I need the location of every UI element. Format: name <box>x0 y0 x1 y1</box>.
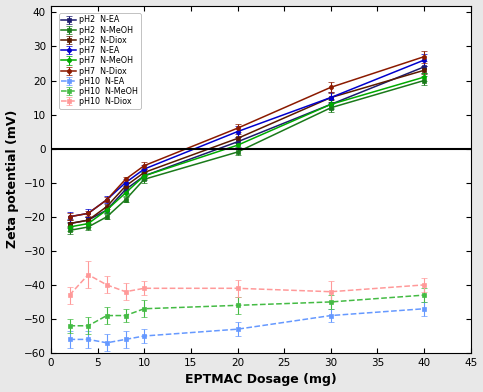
X-axis label: EPTMAC Dosage (mg): EPTMAC Dosage (mg) <box>185 374 337 387</box>
Legend: pH2  N-EA, pH2  N-MeOH, pH2  N-Diox, pH7  N-EA, pH7  N-MeOH, pH7  N-Diox, pH10  : pH2 N-EA, pH2 N-MeOH, pH2 N-Diox, pH7 N-… <box>59 13 141 109</box>
Y-axis label: Zeta potential (mV): Zeta potential (mV) <box>6 110 18 249</box>
